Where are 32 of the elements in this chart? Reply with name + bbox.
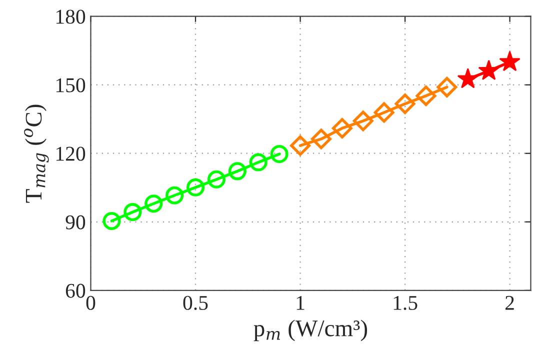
- x-tick-label: 2: [506, 296, 514, 310]
- point: [186, 178, 205, 196]
- y-tick-label: 180: [56, 10, 86, 24]
- y-axis-title: T$_{mag}$ ($^{o}$C): [24, 104, 49, 203]
- point: [228, 162, 246, 180]
- point: [332, 118, 352, 138]
- x-axis-title: p$_{m}$ (W/cm³): [254, 320, 368, 342]
- x-tick-label: 0: [86, 296, 96, 310]
- point: [290, 135, 310, 156]
- point: [352, 110, 374, 132]
- point: [270, 145, 288, 164]
- point: [457, 68, 478, 88]
- point: [394, 94, 416, 114]
- x-tick-label: 1: [296, 296, 304, 310]
- point: [311, 128, 332, 150]
- point: [144, 194, 163, 213]
- x-tick-label: 1.5: [394, 296, 418, 310]
- point: [124, 203, 142, 222]
- y-tick-label: 150: [56, 78, 86, 92]
- y-tick-label: 90: [66, 215, 86, 230]
- point: [102, 212, 121, 230]
- point: [416, 86, 436, 106]
- point: [249, 153, 268, 172]
- y-tick-label: 120: [56, 146, 86, 161]
- x-tick-label: 0.5: [183, 296, 208, 310]
- point: [166, 186, 184, 204]
- point: [478, 60, 500, 80]
- point: [436, 76, 458, 98]
- point: [499, 50, 520, 72]
- y-tick-label: 60: [66, 284, 86, 298]
- point: [207, 170, 226, 188]
- point: [374, 102, 394, 123]
